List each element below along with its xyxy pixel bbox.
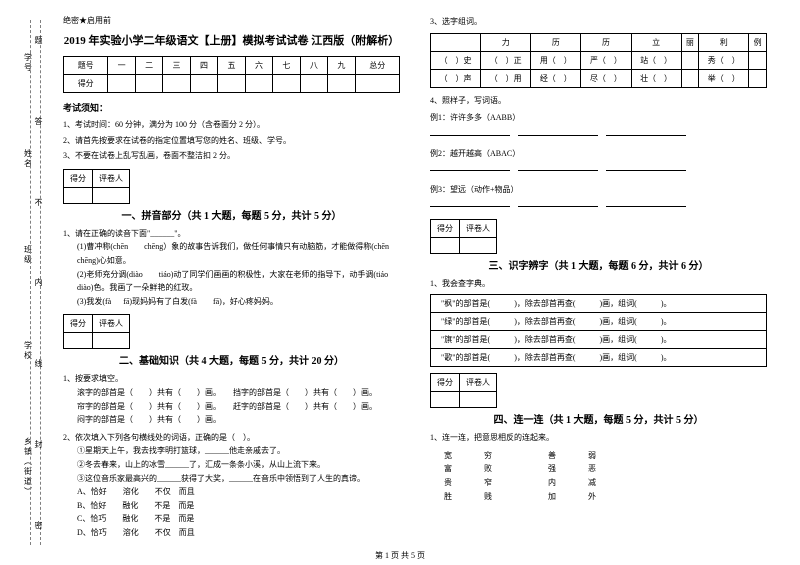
score-summary-table: 题号 一 二 三 四 五 六 七 八 九 总分 得分 [63, 56, 400, 93]
section-4-title: 四、连一连（共 1 大题，每题 5 分，共计 5 分） [430, 411, 767, 426]
label-class: 班级 [23, 245, 34, 265]
example-2: 例2：越开越高（ABAC） [430, 147, 767, 177]
dictionary-table: "枫"的部首是( )，除去部首再查( )画，组词( )。 "绿"的部首是( )，… [430, 294, 767, 367]
question-1: 1、请在正确的读音下面"______"。 (1)曹冲称(chēn chēng）象… [63, 227, 400, 309]
label-town: 乡镇（街道） [23, 437, 34, 497]
instructions-title: 考试须知： [63, 101, 400, 114]
section-2-title: 二、基础知识（共 4 大题，每题 5 分，共计 20 分） [63, 352, 400, 367]
page-footer: 第 1 页 共 5 页 [0, 550, 800, 561]
table-row: （ ）史 （ ）正 用（ ） 严（ ） 站（ ） 秀（ ） [431, 51, 767, 69]
section-1-title: 一、拼音部分（共 1 大题，每题 5 分，共计 5 分） [63, 207, 400, 222]
question-2-1: 1、按要求填空。 滚字的部首是（ ）共有（ ）画。 挡字的部首是（ ）共有（ ）… [63, 372, 400, 426]
label-school: 学校 [23, 341, 34, 361]
table-row: 得分 [64, 75, 400, 93]
left-column: 绝密★启用前 2019 年实验小学二年级语文【上册】模拟考试试卷 江西版（附解析… [55, 15, 415, 555]
question-3: 3、选字组词。 [430, 15, 767, 29]
seal-line-1 [30, 20, 31, 545]
antonym-pairs: 宽 穷 善 弱 富 败 强 恶 贵 窄 内 减 胜 贱 加 外 [430, 449, 767, 503]
example-3: 例3：望远（动作+物品） [430, 183, 767, 213]
label-name: 姓名 [23, 149, 34, 169]
section-score-box: 得分评卷人 [430, 219, 497, 254]
section-3-title: 三、识字辨字（共 1 大题，每题 6 分，共计 6 分） [430, 257, 767, 272]
right-column: 3、选字组词。 力 历 历 立 丽 利 例 （ ）史 （ ）正 用（ ） 严（ … [415, 15, 775, 555]
seal-text: 题 答 不 内 线 封 密 [33, 0, 44, 565]
label-studentid: 学号 [23, 53, 34, 73]
example-1: 例1：许许多多（AABB） [430, 111, 767, 141]
question-4: 4、照样子，写词语。 [430, 94, 767, 108]
table-row: 力 历 历 立 丽 利 例 [431, 33, 767, 51]
table-row: （ ）声 （ ）用 经（ ） 尽（ ） 壮（ ） 举（ ） [431, 69, 767, 87]
instructions-list: 1、考试时间：60 分钟，满分为 100 分（含卷面分 2 分）。 2、请首先按… [63, 118, 400, 163]
question-4-1: 1、连一连，把意思相反的连起来。 [430, 431, 767, 445]
section-score-box: 得分评卷人 [63, 314, 130, 349]
section-score-box: 得分评卷人 [63, 169, 130, 204]
question-2-2: 2、依次填入下列各句横线处的词语，正确的是（ ）。 ①星期天上午，我去找李明打篮… [63, 431, 400, 540]
section-score-box: 得分评卷人 [430, 373, 497, 408]
question-3-1: 1、我会查字典。 [430, 277, 767, 291]
confidential-label: 绝密★启用前 [63, 15, 400, 26]
char-selection-table: 力 历 历 立 丽 利 例 （ ）史 （ ）正 用（ ） 严（ ） 站（ ） 秀… [430, 33, 767, 88]
table-row: 题号 一 二 三 四 五 六 七 八 九 总分 [64, 57, 400, 75]
exam-title: 2019 年实验小学二年级语文【上册】模拟考试试卷 江西版（附解析） [63, 32, 400, 48]
